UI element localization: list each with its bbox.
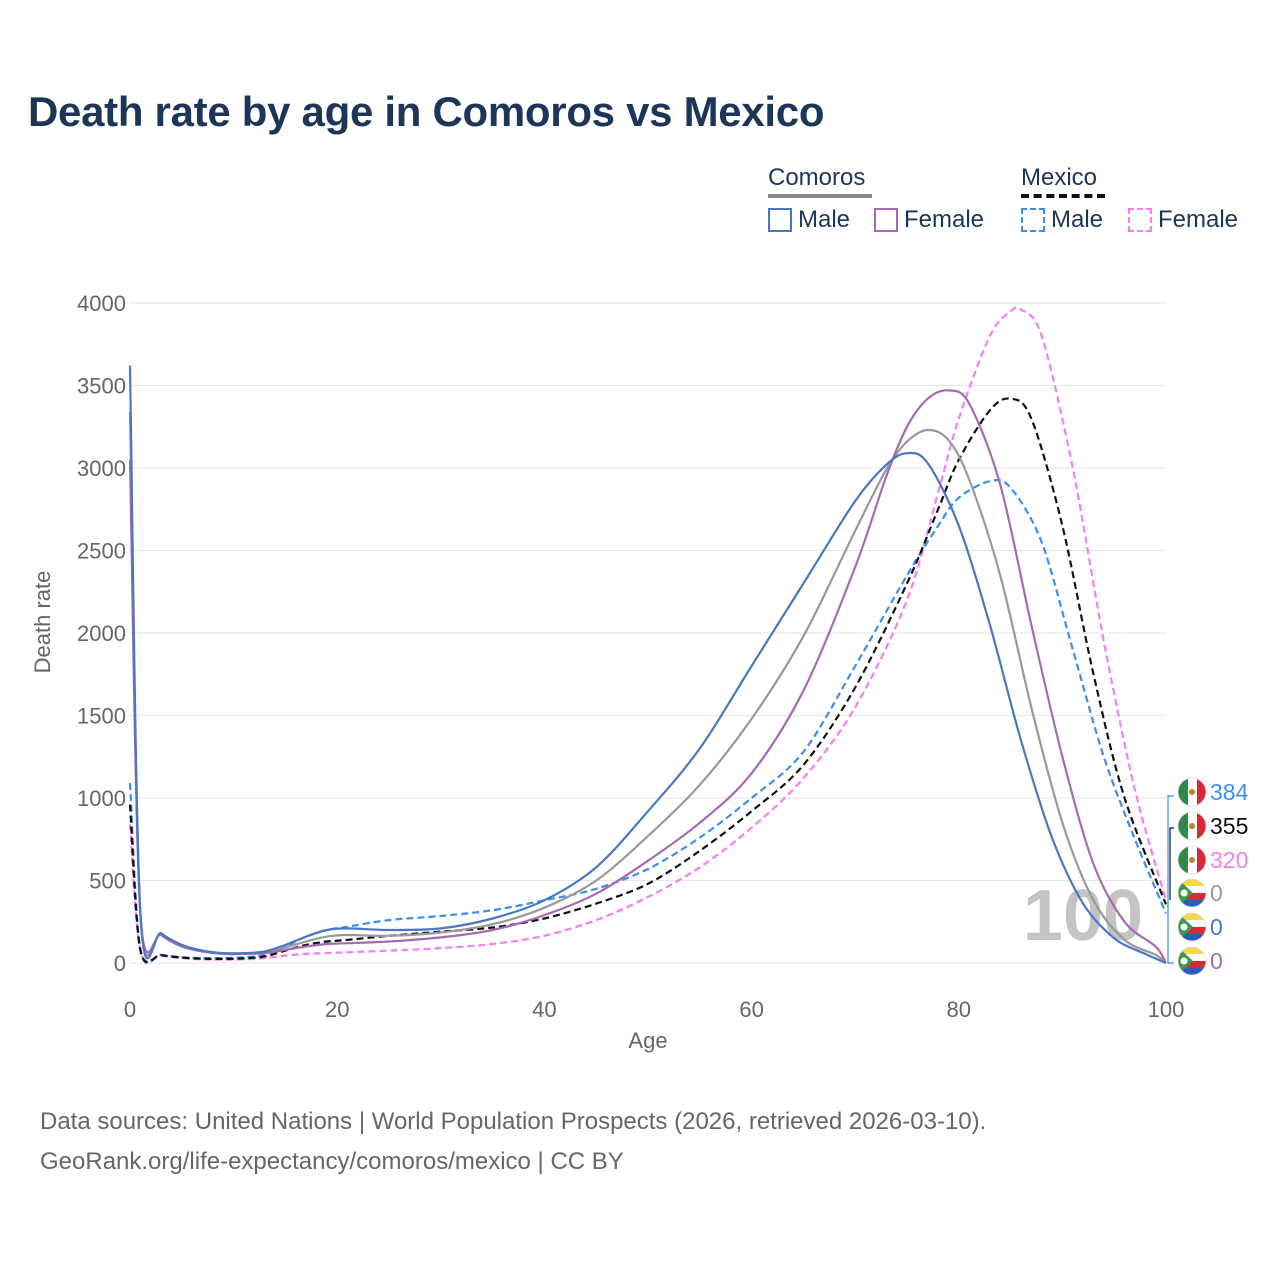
legend-mexico-male[interactable]: Male xyxy=(1021,206,1103,234)
grid-lines xyxy=(130,302,1166,964)
source-line-2[interactable]: GeoRank.org/life-expectancy/comoros/mexi… xyxy=(40,1148,624,1175)
y-tick-label: 1000 xyxy=(77,786,126,811)
y-tick-label: 2500 xyxy=(77,539,126,564)
end-labels: 384 355 320 0 0 0 xyxy=(1167,777,1249,976)
end-label-2: 320 xyxy=(1177,845,1248,875)
end-label-5: 0 xyxy=(1177,946,1223,976)
chart-title: Death rate by age in Comoros vs Mexico xyxy=(28,88,825,135)
x-tick-label: 40 xyxy=(532,997,556,1022)
end-label-value: 0 xyxy=(1210,948,1223,974)
series-lines xyxy=(128,306,1168,965)
x-axis-label: Age xyxy=(628,1028,667,1053)
y-tick-label: 3500 xyxy=(77,374,126,399)
legend-swatch-comoros-female xyxy=(874,208,898,232)
legend-group-comoros-label: Comoros xyxy=(768,164,866,191)
end-label-0: 384 xyxy=(1177,777,1249,807)
current-age-watermark: 100 xyxy=(1023,876,1143,956)
legend-comoros-male[interactable]: Male xyxy=(768,206,850,234)
y-tick-label: 2000 xyxy=(77,621,126,646)
series-line-mexico-male[interactable] xyxy=(128,478,1168,965)
x-tick-label: 80 xyxy=(947,997,971,1022)
end-label-1: 355 xyxy=(1177,811,1248,841)
y-axis-ticks: 0 500 1000 1500 2000 2500 3000 3500 4000 xyxy=(77,291,126,976)
x-tick-label: 100 xyxy=(1148,997,1185,1022)
mexico-flag-icon xyxy=(1178,846,1206,874)
legend-comoros-female[interactable]: Female xyxy=(874,206,984,234)
end-label-value: 0 xyxy=(1210,880,1223,906)
y-axis-label: Death rate xyxy=(30,571,55,674)
source-line-1: Data sources: United Nations | World Pop… xyxy=(40,1108,987,1135)
series-line-comoros-male[interactable] xyxy=(128,365,1167,965)
x-tick-label: 20 xyxy=(325,997,349,1022)
legend-label-comoros-male: Male xyxy=(798,206,851,233)
comoros-flag-icon xyxy=(1178,947,1206,975)
legend-group-mexico-label: Mexico xyxy=(1021,164,1098,191)
legend-group-comoros[interactable]: Comoros xyxy=(768,164,872,198)
series-line-mexico-female[interactable] xyxy=(128,306,1168,963)
end-label-4: 0 xyxy=(1177,912,1223,942)
end-bracket-black xyxy=(1169,827,1174,900)
mexico-flag-icon xyxy=(1178,778,1206,806)
legend-label-mexico-female: Female xyxy=(1158,206,1239,233)
end-label-value: 355 xyxy=(1210,813,1248,839)
end-label-3: 0 xyxy=(1177,878,1223,908)
y-tick-label: 4000 xyxy=(77,291,126,316)
x-axis-ticks: 0 20 40 60 80 100 xyxy=(124,997,1184,1022)
end-label-value: 0 xyxy=(1210,914,1223,940)
legend-label-mexico-male: Male xyxy=(1051,206,1104,233)
legend-group-comoros-line xyxy=(768,194,872,198)
legend-label-comoros-female: Female xyxy=(904,206,985,233)
end-label-value: 320 xyxy=(1210,847,1248,873)
y-tick-label: 3000 xyxy=(77,456,126,481)
end-label-value: 384 xyxy=(1210,779,1249,805)
y-tick-label: 500 xyxy=(89,869,126,894)
legend-swatch-mexico-male xyxy=(1021,208,1045,232)
comoros-flag-icon xyxy=(1178,913,1206,941)
x-tick-label: 60 xyxy=(739,997,763,1022)
legend-group-mexico[interactable]: Mexico xyxy=(1021,164,1105,198)
legend-group-mexico-line xyxy=(1021,194,1105,198)
series-line-comoros-female[interactable] xyxy=(128,389,1167,964)
legend-mexico-female[interactable]: Female xyxy=(1128,206,1238,234)
y-tick-label: 1500 xyxy=(77,704,126,729)
end-bracket-blue xyxy=(1167,795,1174,964)
y-tick-label: 0 xyxy=(114,951,126,976)
mexico-flag-icon xyxy=(1178,812,1206,840)
x-tick-label: 0 xyxy=(124,997,136,1022)
series-line-mexico-total[interactable] xyxy=(128,397,1168,964)
legend-swatch-comoros-male xyxy=(768,208,792,232)
legend-swatch-mexico-female xyxy=(1128,208,1152,232)
comoros-flag-icon xyxy=(1178,879,1206,907)
